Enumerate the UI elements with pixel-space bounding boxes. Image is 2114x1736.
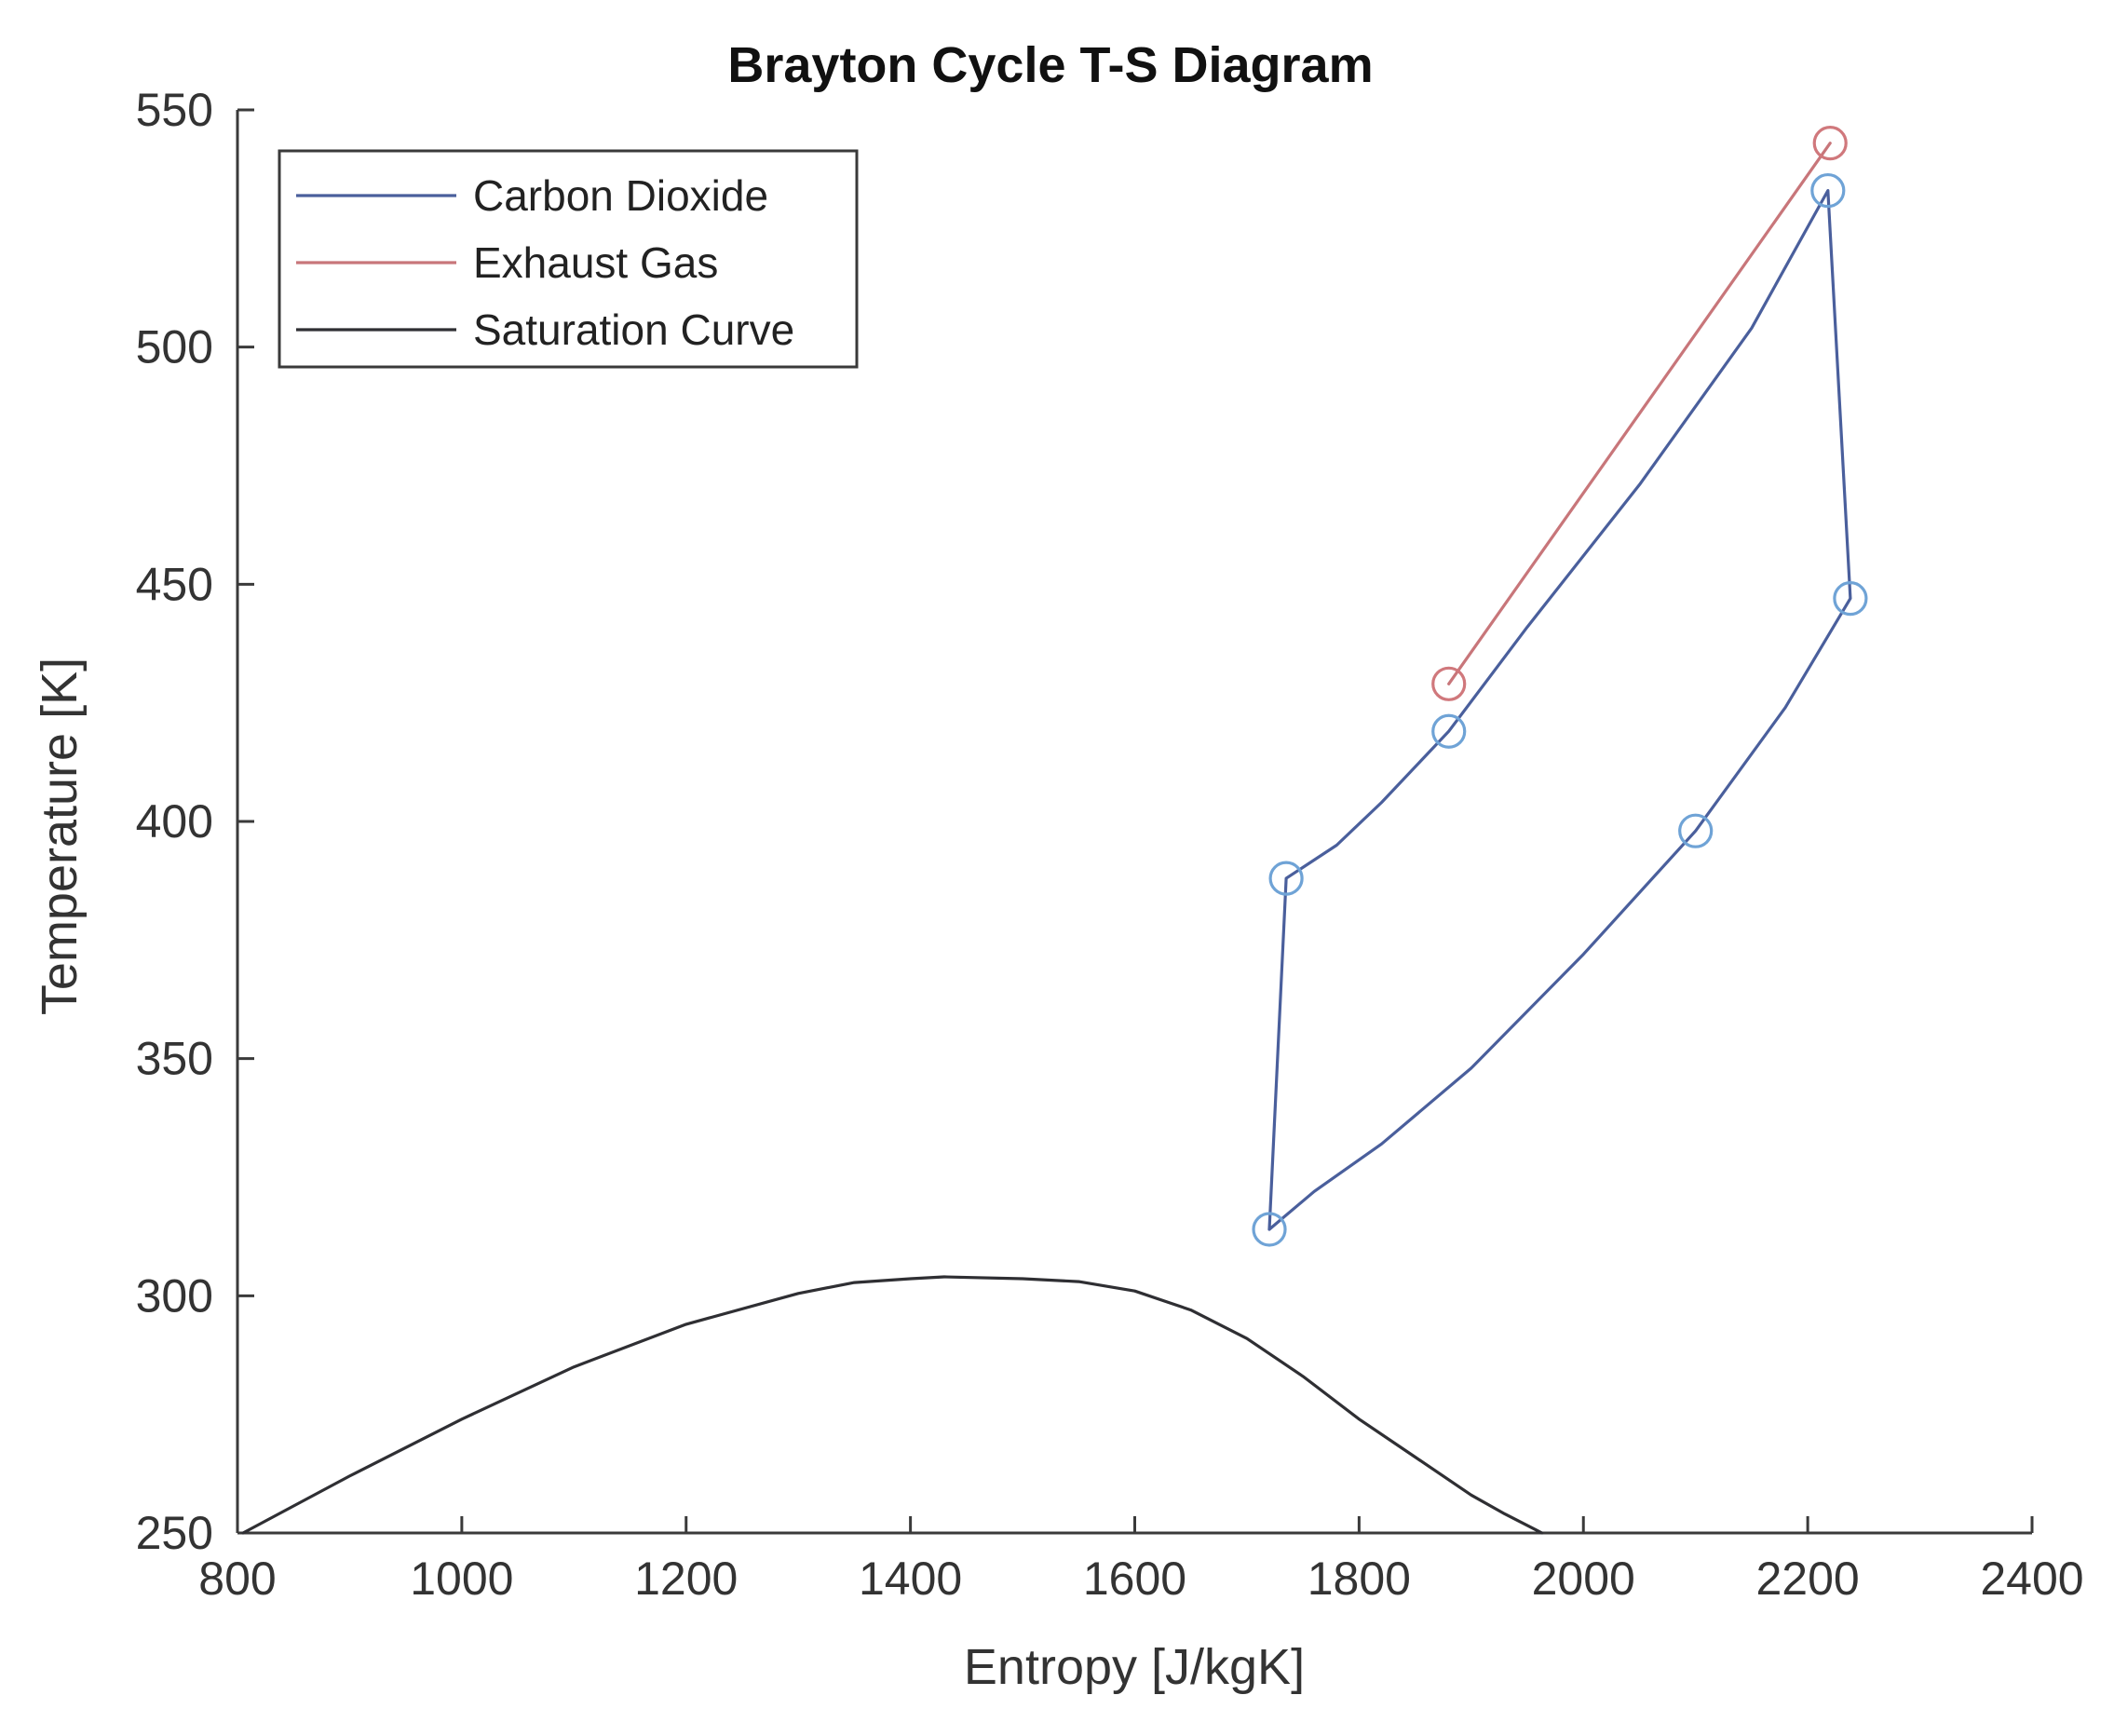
- y-tick-label: 300: [136, 1269, 213, 1322]
- x-axis-label: Entropy [J/kgK]: [964, 1639, 1305, 1695]
- carbon-dioxide-marker: [1252, 1212, 1287, 1247]
- y-tick-label: 500: [136, 321, 213, 373]
- saturation-curve-line: [241, 1275, 1544, 1535]
- y-tick-label: 550: [136, 84, 213, 136]
- legend-label-saturation-curve: Saturation Curve: [473, 305, 794, 354]
- carbon-dioxide-line: [1267, 189, 1852, 1231]
- legend-label-carbon-dioxide: Carbon Dioxide: [473, 171, 768, 220]
- x-tick-label: 1000: [410, 1553, 513, 1605]
- y-tick-label: 400: [136, 795, 213, 848]
- plot-area: [241, 126, 1868, 1535]
- carbon-dioxide-marker: [1678, 813, 1714, 848]
- legend: Carbon Dioxide Exhaust Gas Saturation Curv…: [278, 149, 859, 369]
- x-tick-label: 2000: [1532, 1553, 1635, 1605]
- axes: 800 1000 1200 1400 1600 1800 2000 2200 2400 250 30…: [136, 84, 2084, 1605]
- y-tick-label: 450: [136, 558, 213, 610]
- y-tick-label: 350: [136, 1033, 213, 1085]
- x-tick-label: 2400: [1980, 1553, 2083, 1605]
- x-tick-label: 2200: [1756, 1553, 1860, 1605]
- y-tick-label: 250: [136, 1507, 213, 1559]
- carbon-dioxide-marker: [1431, 713, 1467, 749]
- legend-label-exhaust-gas: Exhaust Gas: [473, 238, 718, 287]
- chart-title: Brayton Cycle T-S Diagram: [727, 37, 1373, 93]
- y-axis-label: Temperature [K]: [32, 658, 88, 1015]
- x-tick-label: 1800: [1308, 1553, 1411, 1605]
- exhaust-gas-marker: [1812, 126, 1848, 161]
- carbon-dioxide-marker: [1268, 861, 1304, 896]
- x-tick-label: 800: [198, 1553, 276, 1605]
- exhaust-gas-line: [1447, 142, 1832, 685]
- exhaust-gas-marker: [1431, 666, 1467, 701]
- x-tick-label: 1400: [859, 1553, 962, 1605]
- carbon-dioxide-marker: [1833, 581, 1868, 617]
- x-tick-label: 1200: [634, 1553, 738, 1605]
- x-tick-label: 1600: [1083, 1553, 1186, 1605]
- carbon-dioxide-marker: [1810, 172, 1846, 209]
